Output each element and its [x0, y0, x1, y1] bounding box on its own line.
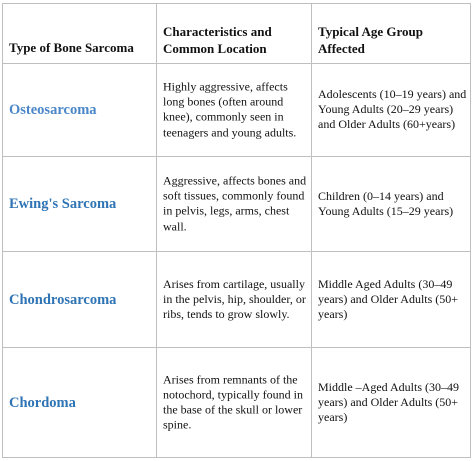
header-cell-type: Type of Bone Sarcoma — [3, 4, 157, 64]
sarcoma-characteristics: Aggressive, affects bones and soft tissu… — [163, 173, 307, 234]
sarcoma-characteristics: Arises from remnants of the notochord, t… — [163, 372, 303, 432]
sarcoma-characteristics: Highly aggressive, affects long bones (o… — [163, 79, 297, 140]
header-cell-age-group: Typical Age Group Affected — [312, 4, 470, 64]
table-row-osteosarcoma-age-cell: Adolescents (10–19 years) and Young Adul… — [312, 64, 470, 157]
table-row-ewings-age-cell: Children (0–14 years) and Young Adults (… — [312, 157, 470, 252]
table-row-ewings-characteristics-cell: Aggressive, affects bones and soft tissu… — [157, 157, 312, 252]
table-row-chordoma-characteristics-cell: Arises from remnants of the notochord, t… — [157, 348, 312, 457]
sarcoma-age-group: Middle –Aged Adults (30–49 years) and Ol… — [318, 379, 459, 425]
header-characteristics-label: Characteristics and Common Location — [163, 24, 272, 56]
sarcoma-name: Chondrosarcoma — [9, 291, 117, 308]
table-row-ewings-name-cell: Ewing's Sarcoma — [3, 157, 157, 252]
sarcoma-age-group: Adolescents (10–19 years) and Young Adul… — [318, 87, 467, 132]
header-age-group-label: Typical Age Group Affected — [318, 24, 423, 56]
table-row-osteosarcoma-name-cell: Osteosarcoma — [3, 64, 157, 157]
table-row-chondrosarcoma-age-cell: Middle Aged Adults (30–49 years) and Old… — [312, 252, 470, 348]
header-type-label: Type of Bone Sarcoma — [9, 40, 134, 55]
sarcoma-name: Osteosarcoma — [9, 102, 97, 118]
sarcoma-characteristics: Arises from cartilage, usually in the pe… — [163, 276, 306, 322]
sarcoma-name: Ewing's Sarcoma — [9, 196, 117, 212]
sarcoma-age-group: Children (0–14 years) and Young Adults (… — [318, 188, 454, 218]
table-row-chordoma-name-cell: Chordoma — [3, 348, 157, 457]
sarcoma-age-group: Middle Aged Adults (30–49 years) and Old… — [318, 276, 459, 322]
table-row-chondrosarcoma-characteristics-cell: Arises from cartilage, usually in the pe… — [157, 252, 312, 348]
sarcoma-name: Chordoma — [9, 394, 76, 411]
table-row-chondrosarcoma-name-cell: Chondrosarcoma — [3, 252, 157, 348]
table-row-chordoma-age-cell: Middle –Aged Adults (30–49 years) and Ol… — [312, 348, 470, 457]
header-cell-characteristics: Characteristics and Common Location — [157, 4, 312, 64]
table-row-osteosarcoma-characteristics-cell: Highly aggressive, affects long bones (o… — [157, 64, 312, 157]
bone-sarcoma-table: Type of Bone Sarcoma Characteristics and… — [2, 3, 471, 458]
